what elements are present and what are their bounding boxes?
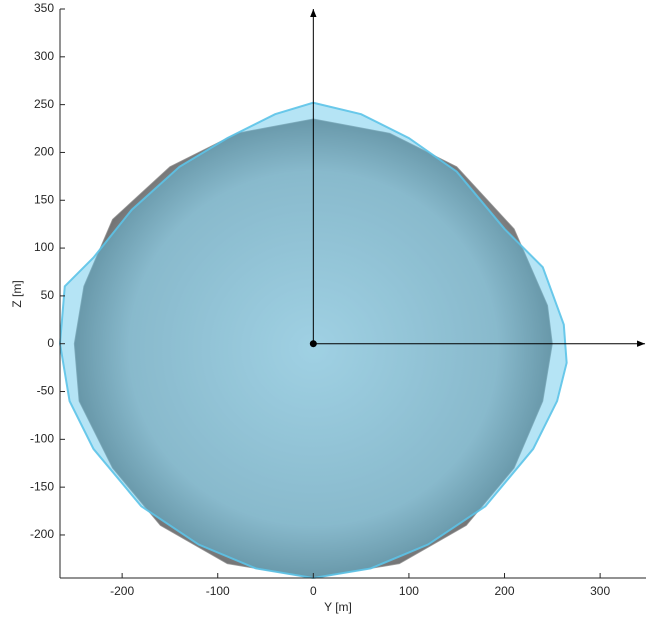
y-tick-label: -100 bbox=[30, 432, 54, 446]
x-tick-label: 0 bbox=[310, 584, 317, 598]
y-tick-label: 300 bbox=[34, 49, 54, 63]
origin-dot bbox=[309, 340, 317, 348]
y-tick-label: 200 bbox=[34, 145, 54, 159]
x-tick-label: -200 bbox=[110, 584, 134, 598]
y-tick-label: -200 bbox=[30, 527, 54, 541]
x-axis-label: Y [m] bbox=[324, 600, 352, 614]
y-tick-label: -150 bbox=[30, 479, 54, 493]
x-tick-label: 100 bbox=[399, 584, 419, 598]
y-axis-label: Z [m] bbox=[10, 280, 24, 307]
plot-area bbox=[58, 9, 646, 580]
x-tick-label: 300 bbox=[590, 584, 610, 598]
y-tick-label: -50 bbox=[37, 384, 55, 398]
y-tick-label: 100 bbox=[34, 240, 54, 254]
y-tick-label: 150 bbox=[34, 192, 54, 206]
x-tick-label: 200 bbox=[495, 584, 515, 598]
y-tick-label: 0 bbox=[47, 336, 54, 350]
x-tick-label: -100 bbox=[206, 584, 230, 598]
y-tick-label: 50 bbox=[41, 288, 55, 302]
y-tick-label: 250 bbox=[34, 97, 54, 111]
y-tick-label: 350 bbox=[34, 1, 54, 15]
